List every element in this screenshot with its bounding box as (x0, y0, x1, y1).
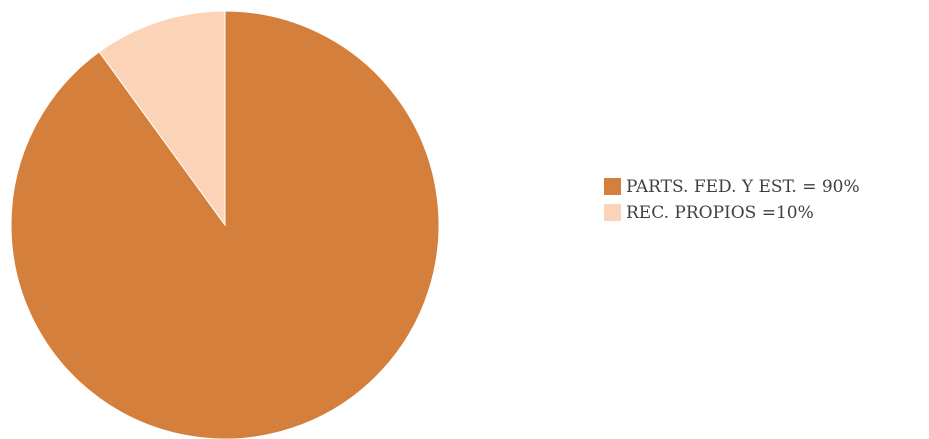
legend-swatch-parts-fed (604, 178, 621, 195)
legend: PARTS. FED. Y EST. = 90% REC. PROPIOS =1… (604, 175, 860, 224)
legend-item-parts-fed: PARTS. FED. Y EST. = 90% (604, 175, 860, 198)
legend-swatch-rec-propios (604, 204, 621, 221)
legend-item-rec-propios: REC. PROPIOS =10% (604, 201, 860, 224)
legend-label-rec-propios: REC. PROPIOS =10% (626, 203, 814, 223)
legend-label-parts-fed: PARTS. FED. Y EST. = 90% (626, 177, 860, 197)
